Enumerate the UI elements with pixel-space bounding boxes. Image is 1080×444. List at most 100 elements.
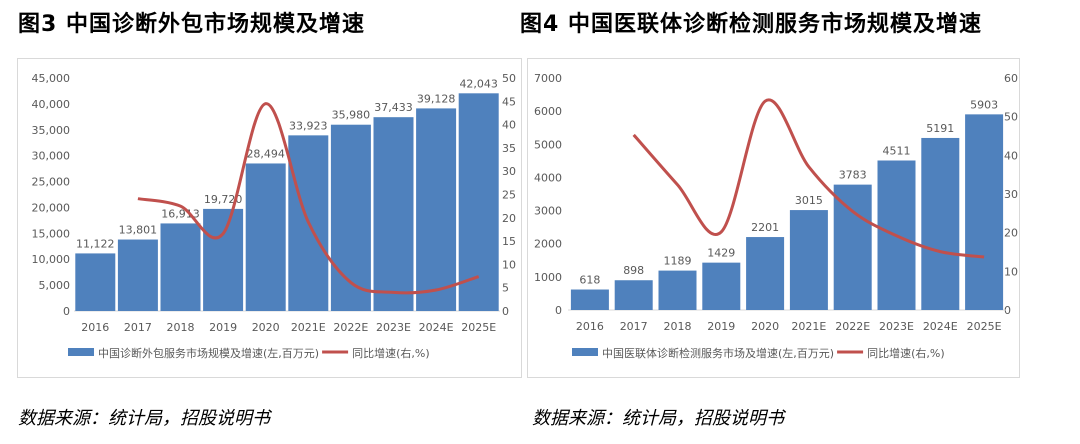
- x-tick-label: 2019: [707, 320, 735, 333]
- x-tick-label: 2019: [209, 321, 237, 334]
- bar-data-label: 13,801: [119, 224, 158, 237]
- bar: [373, 117, 414, 312]
- y-left-tick-label: 0: [63, 305, 70, 318]
- y-right-tick-label: 35: [502, 142, 516, 155]
- y-right-tick-label: 0: [1004, 304, 1011, 317]
- y-right-tick-label: 5: [502, 282, 509, 295]
- y-left-tick-label: 5000: [534, 138, 562, 151]
- legend-bar-swatch: [572, 348, 598, 356]
- y-left-tick-label: 4000: [534, 171, 562, 184]
- bar: [75, 253, 116, 311]
- x-tick-label: 2018: [167, 321, 195, 334]
- legend-bar-label: 中国诊断外包服务市场规模及增速(左,百万元): [98, 346, 319, 360]
- chart-left: 0 5,000 10,000 15,000 20,000 25,000 30,000 35,0…: [32, 72, 517, 360]
- bar-data-label: 1189: [664, 255, 692, 268]
- legend-line-label: 同比增速(右,%): [352, 346, 430, 360]
- bar-data-label: 898: [623, 264, 644, 277]
- bar-data-label: 3015: [795, 194, 823, 207]
- x-tick-label: 2022E: [835, 320, 870, 333]
- y-left-tick-label: 15,000: [32, 227, 71, 240]
- bar-data-label: 37,433: [374, 101, 413, 114]
- legend-bar-swatch: [68, 348, 94, 356]
- x-tick-label: 2020: [252, 321, 280, 334]
- y-right-tick-label: 10: [502, 258, 516, 271]
- x-tick-label: 2023E: [879, 320, 914, 333]
- chart-title-right: 图4 中国医联体诊断检测服务市场规模及增速: [520, 12, 982, 37]
- y-right-tick-label: 0: [502, 305, 509, 318]
- y-right-tick-label: 20: [1004, 227, 1018, 240]
- source-note-right: 数据来源：统计局，招股说明书: [532, 408, 784, 429]
- y-left-tick-label: 35,000: [32, 124, 71, 137]
- y-left-tick-label: 30,000: [32, 150, 71, 163]
- chart-right: 0 1000 2000 3000 4000 5000 6000 7000 0 10 20 30 40 50…: [534, 72, 1018, 360]
- y-left-tick-label: 25,000: [32, 176, 71, 189]
- x-tick-label: 2024E: [923, 320, 958, 333]
- x-tick-label: 2021E: [791, 320, 826, 333]
- x-tick-label: 2025E: [967, 320, 1002, 333]
- growth-line: [632, 98, 985, 259]
- legend-bar-label: 中国医联体诊断检测服务市场及增速(左,百万元): [602, 346, 834, 360]
- x-tick-label: 2018: [664, 320, 692, 333]
- bar: [965, 114, 1004, 310]
- bar: [458, 93, 499, 311]
- bar-data-label: 3783: [839, 169, 867, 182]
- y-left-tick-label: 5,000: [39, 279, 71, 292]
- x-tick-label: 2017: [124, 321, 152, 334]
- y-right-tick-label: 25: [502, 189, 516, 202]
- x-tick-label: 2016: [576, 320, 604, 333]
- y-left-tick-label: 45,000: [32, 72, 71, 85]
- bar-data-label: 1429: [707, 247, 735, 260]
- y-right-tick-label: 30: [1004, 188, 1018, 201]
- x-tick-label: 2020: [751, 320, 779, 333]
- y-left-tick-label: 7000: [534, 72, 562, 85]
- x-tick-label: 2025E: [461, 321, 496, 334]
- bar: [746, 237, 785, 310]
- y-right-tick-label: 15: [502, 235, 516, 248]
- y-left-tick-label: 1000: [534, 271, 562, 284]
- bar-data-label: 5903: [970, 98, 998, 111]
- x-tick-label: 2017: [620, 320, 648, 333]
- y-left-tick-label: 40,000: [32, 98, 71, 111]
- chart-panel-right: 0 1000 2000 3000 4000 5000 6000 7000 0 10 20 30 40 50…: [527, 58, 1020, 378]
- bar-data-label: 5191: [926, 122, 954, 135]
- bar: [570, 289, 609, 310]
- bar-data-label: 11,122: [76, 237, 115, 250]
- bar-data-label: 42,043: [459, 77, 498, 90]
- x-tick-label: 2021E: [291, 321, 326, 334]
- chart-panel-left: 0 5,000 10,000 15,000 20,000 25,000 30,000 35,0…: [17, 58, 522, 378]
- bar: [702, 262, 741, 310]
- bar: [245, 163, 286, 311]
- y-right-tick-label: 40: [1004, 149, 1018, 162]
- x-tick-label: 2024E: [419, 321, 454, 334]
- bar: [833, 184, 872, 310]
- bar: [789, 210, 828, 310]
- y-left-tick-label: 10,000: [32, 253, 71, 266]
- y-right-tick-label: 30: [502, 165, 516, 178]
- bar: [203, 208, 244, 311]
- bar: [117, 239, 158, 311]
- y-right-tick-label: 40: [502, 119, 516, 132]
- y-left-tick-label: 0: [555, 304, 562, 317]
- x-tick-label: 2022E: [333, 321, 368, 334]
- bar: [416, 108, 457, 311]
- source-note-left: 数据来源：统计局，招股说明书: [18, 408, 270, 429]
- y-right-tick-label: 60: [1004, 72, 1018, 85]
- y-left-tick-label: 6000: [534, 105, 562, 118]
- bar: [160, 223, 201, 311]
- x-tick-label: 2016: [81, 321, 109, 334]
- bar: [921, 137, 960, 310]
- y-right-tick-label: 10: [1004, 265, 1018, 278]
- y-right-tick-label: 50: [1004, 111, 1018, 124]
- y-right-tick-label: 45: [502, 95, 516, 108]
- bar-data-label: 19,720: [204, 193, 243, 206]
- y-left-tick-label: 20,000: [32, 201, 71, 214]
- bar-data-label: 2201: [751, 221, 779, 234]
- legend-line-label: 同比增速(右,%): [867, 346, 945, 360]
- x-tick-label: 2023E: [376, 321, 411, 334]
- bar: [330, 124, 371, 311]
- chart-title-left: 图3 中国诊断外包市场规模及增速: [18, 12, 365, 37]
- bar-data-label: 39,128: [417, 92, 456, 105]
- bar: [658, 270, 697, 310]
- y-left-tick-label: 2000: [534, 238, 562, 251]
- bar: [614, 280, 653, 310]
